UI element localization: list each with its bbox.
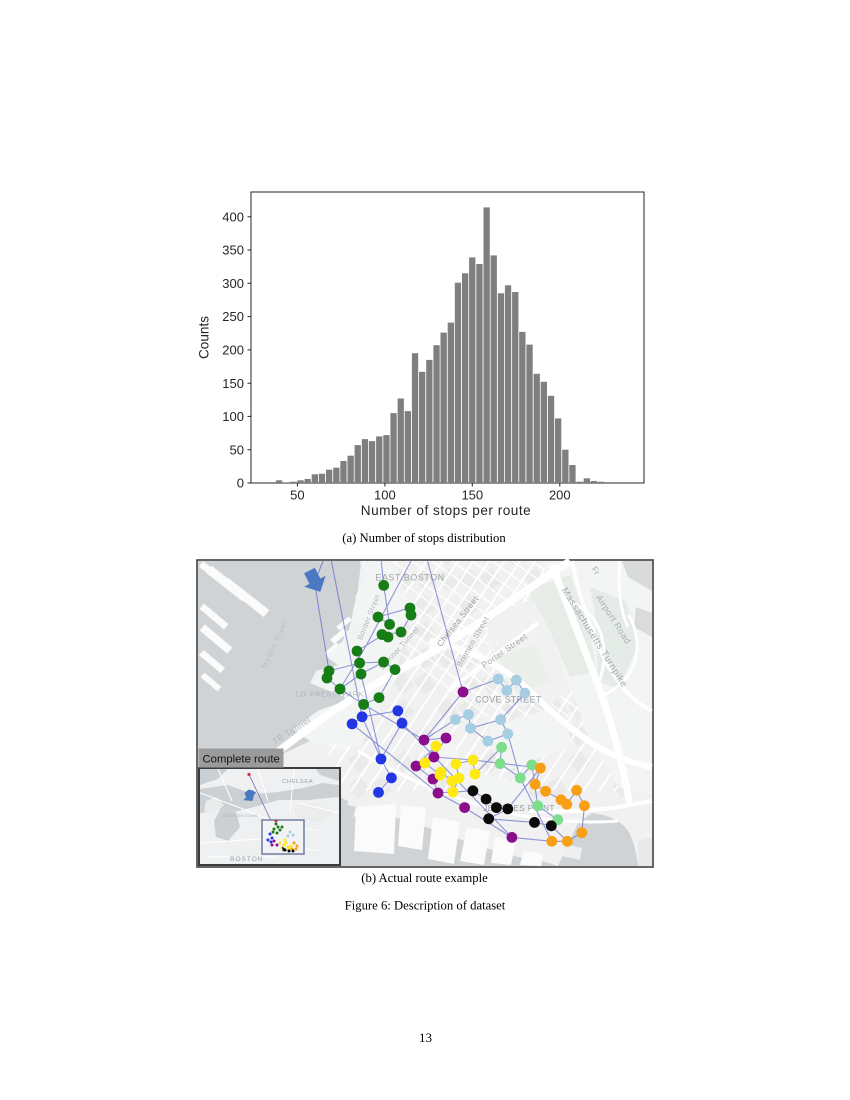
- svg-text:13: 13: [419, 1030, 432, 1045]
- svg-text:Figure 6: Description of datas: Figure 6: Description of dataset: [345, 899, 506, 913]
- svg-text:50: 50: [230, 442, 244, 457]
- svg-text:CHARLESTOWN: CHARLESTOWN: [223, 813, 257, 818]
- svg-text:Counts: Counts: [197, 316, 212, 359]
- svg-text:(a) Number of stops distributi: (a) Number of stops distribution: [342, 531, 506, 545]
- svg-text:100: 100: [374, 488, 396, 503]
- svg-text:LO PRESTI PARK: LO PRESTI PARK: [296, 692, 364, 699]
- svg-text:400: 400: [222, 209, 244, 224]
- svg-text:50: 50: [290, 488, 304, 503]
- svg-text:350: 350: [222, 243, 244, 258]
- svg-text:150: 150: [461, 488, 483, 503]
- svg-text:0: 0: [237, 476, 244, 491]
- svg-text:100: 100: [222, 409, 244, 424]
- svg-text:CHELSEA: CHELSEA: [282, 779, 313, 785]
- svg-text:JEFFRIES POINT: JEFFRIES POINT: [483, 804, 555, 813]
- svg-text:200: 200: [549, 488, 571, 503]
- svg-text:300: 300: [222, 276, 244, 291]
- svg-text:Number of stops per route: Number of stops per route: [361, 503, 531, 518]
- svg-text:BOSTON: BOSTON: [230, 856, 263, 863]
- svg-text:250: 250: [222, 309, 244, 324]
- svg-text:EAST BOSTON: EAST BOSTON: [375, 573, 444, 583]
- svg-text:Complete route: Complete route: [203, 754, 280, 766]
- svg-text:COVE STREET: COVE STREET: [475, 695, 542, 705]
- svg-text:150: 150: [222, 376, 244, 391]
- svg-text:200: 200: [222, 343, 244, 358]
- svg-text:(b) Actual route example: (b) Actual route example: [361, 871, 488, 885]
